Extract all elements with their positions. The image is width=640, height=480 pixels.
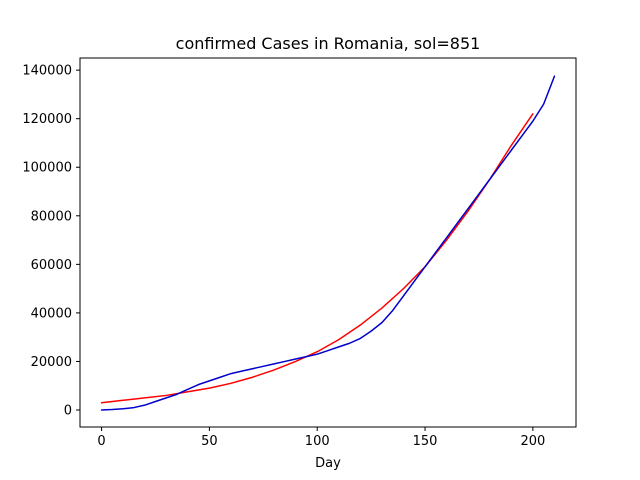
x-tick-label: 50 [201, 434, 218, 449]
x-tick-label: 150 [413, 434, 438, 449]
y-tick-label: 60000 [31, 258, 72, 273]
axes-frame [79, 57, 577, 428]
y-tick-label: 140000 [22, 64, 72, 79]
y-tick-label: 100000 [22, 161, 72, 176]
series-line-1 [100, 113, 534, 404]
x-axis-label: Day [315, 456, 341, 471]
x-tick-label: 200 [520, 434, 545, 449]
series-line-2 [100, 75, 556, 411]
y-tick-label: 0 [64, 404, 72, 419]
y-tick-label: 120000 [22, 112, 72, 127]
chart-title: confirmed Cases in Romania, sol=851 [176, 34, 481, 53]
plot-area: 0 50 100 150 200 0 20000 40000 60000 80000 100000 1… [22, 57, 577, 449]
y-tick-label: 80000 [31, 209, 72, 224]
y-tick-label: 20000 [31, 355, 72, 370]
x-tick-label: 100 [305, 434, 330, 449]
y-tick-label: 40000 [31, 306, 72, 321]
x-tick-label: 0 [97, 434, 105, 449]
